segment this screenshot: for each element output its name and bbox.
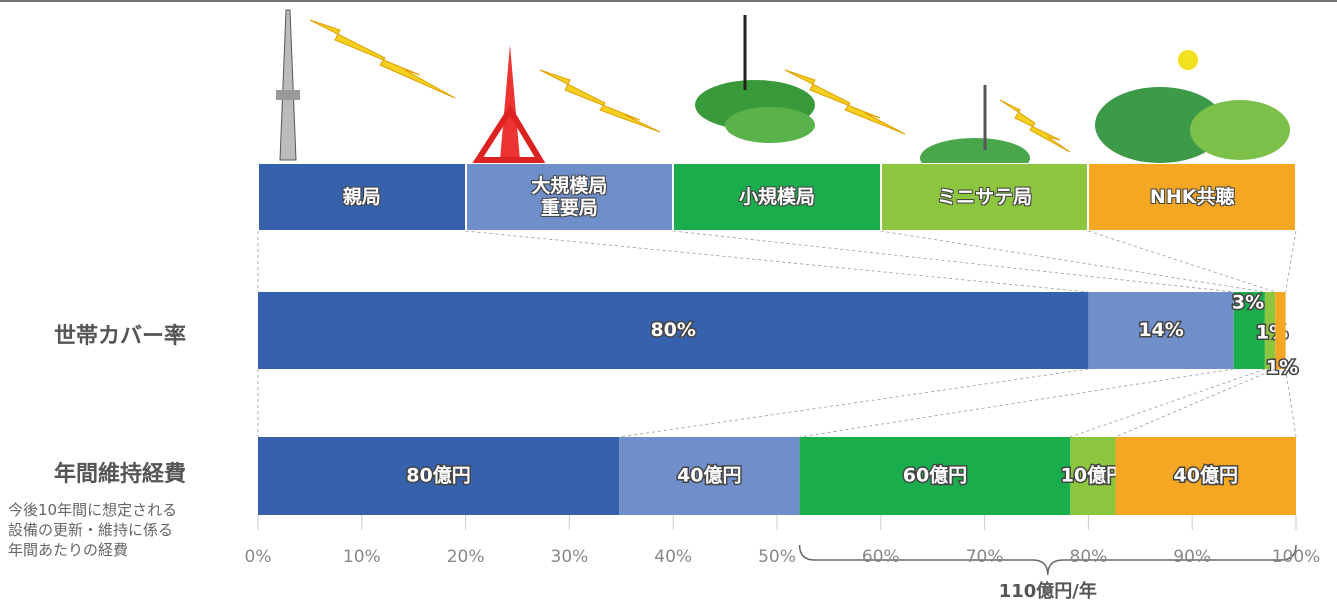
connector [1285, 230, 1297, 293]
illustrations [276, 9, 1290, 178]
bar-segment [619, 437, 800, 515]
bar-segment [1115, 437, 1296, 515]
value-label: 40億円 [1174, 464, 1238, 487]
bar-segment [1275, 292, 1286, 369]
connector [799, 368, 1234, 438]
x-tick-label: 40% [654, 547, 692, 567]
connector [465, 230, 1089, 293]
value-label: 14% [1138, 319, 1183, 341]
x-tick-label: 0% [245, 547, 272, 567]
x-tick-label: 70% [966, 547, 1004, 567]
bar-segment [1233, 292, 1265, 369]
bar-segment [1070, 437, 1116, 515]
value-label: 3% [1232, 292, 1264, 314]
series-header: NHK共聴 [1088, 163, 1296, 231]
series-header: ミニサテ局 [880, 163, 1089, 231]
connector [1070, 368, 1265, 438]
connector [880, 230, 1265, 293]
bar-segment [1088, 292, 1234, 369]
x-tick-label: 100% [1272, 547, 1321, 567]
bar-segment [1264, 292, 1276, 369]
x-tick-label: 30% [551, 547, 589, 567]
bar-segment [799, 437, 1071, 515]
x-tick-label: 10% [343, 547, 381, 567]
x-tick-label: 50% [758, 547, 796, 567]
series-header: 小規模局 [673, 163, 881, 231]
row-label: 世帯カバー率 [53, 324, 186, 349]
x-tick-label: 60% [862, 547, 900, 567]
bracket [798, 544, 1297, 576]
x-tick-label: 80% [1070, 547, 1108, 567]
value-label: 40億円 [677, 464, 741, 487]
bar-segment [258, 292, 1089, 369]
annotation: 110億円/年 [999, 580, 1097, 602]
value-label: 10億円 [1061, 464, 1125, 487]
connector [1115, 368, 1276, 438]
connector [1285, 368, 1297, 438]
bar-segment [258, 437, 620, 515]
value-label: 80億円 [406, 464, 470, 487]
row-note: 今後10年間に想定される 設備の更新・維持に係る 年間あたりの経費 [8, 501, 178, 559]
x-tick-label: 20% [447, 547, 485, 567]
series-header: 大規模局 重要局 [465, 163, 674, 231]
series-header: 親局 [258, 163, 466, 231]
connector [618, 368, 1089, 438]
value-label: 1% [1266, 357, 1298, 379]
value-label: 60億円 [903, 464, 967, 487]
row-label: 年間維持経費 [53, 462, 186, 487]
value-label: 80% [650, 319, 695, 341]
connector [1088, 230, 1276, 293]
x-tick-label: 90% [1173, 547, 1211, 567]
connector [673, 230, 1234, 293]
